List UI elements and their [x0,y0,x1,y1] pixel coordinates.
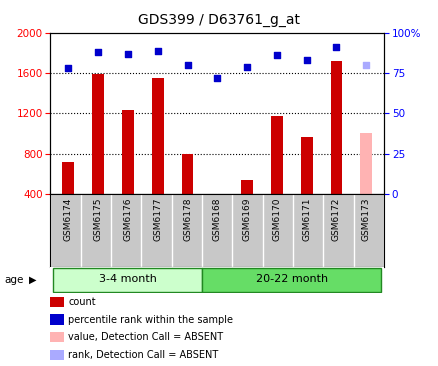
Text: GDS399 / D63761_g_at: GDS399 / D63761_g_at [138,13,300,27]
Bar [240,180,252,194]
Point [273,53,280,59]
Text: GSM6169: GSM6169 [242,198,251,241]
Bar [53,269,202,291]
Point [154,48,161,53]
Point [243,64,250,70]
Bar [270,116,282,194]
Point [332,45,339,51]
Bar [122,111,134,194]
Text: value, Detection Call = ABSENT: value, Detection Call = ABSENT [68,332,223,342]
Text: GSM6170: GSM6170 [272,198,281,241]
Text: count: count [68,297,95,307]
Text: GSM6174: GSM6174 [64,198,73,241]
Bar [62,162,74,194]
Text: GSM6178: GSM6178 [183,198,191,241]
Bar [330,61,342,194]
Text: rank, Detection Call = ABSENT: rank, Detection Call = ABSENT [68,350,218,360]
Bar [181,154,193,194]
Text: GSM6172: GSM6172 [331,198,340,241]
Bar [300,137,312,194]
Text: GSM6173: GSM6173 [361,198,370,241]
Point [95,49,102,55]
Text: GSM6176: GSM6176 [123,198,132,241]
Bar [92,74,104,194]
Text: 20-22 month: 20-22 month [255,274,327,284]
Text: 3-4 month: 3-4 month [99,274,156,284]
Text: GSM6177: GSM6177 [153,198,162,241]
Bar [360,132,371,194]
Point [65,66,72,71]
Text: GSM6171: GSM6171 [301,198,311,241]
Text: GSM6168: GSM6168 [212,198,221,241]
Text: GSM6175: GSM6175 [93,198,102,241]
Point [303,57,310,63]
Text: ▶: ▶ [28,275,36,285]
Bar [202,269,380,291]
Point [184,62,191,68]
Bar [211,194,223,195]
Text: age: age [4,275,24,285]
Point [362,62,369,68]
Point [213,75,220,81]
Point [124,51,131,57]
Text: percentile rank within the sample: percentile rank within the sample [68,314,233,325]
Bar [152,78,163,194]
